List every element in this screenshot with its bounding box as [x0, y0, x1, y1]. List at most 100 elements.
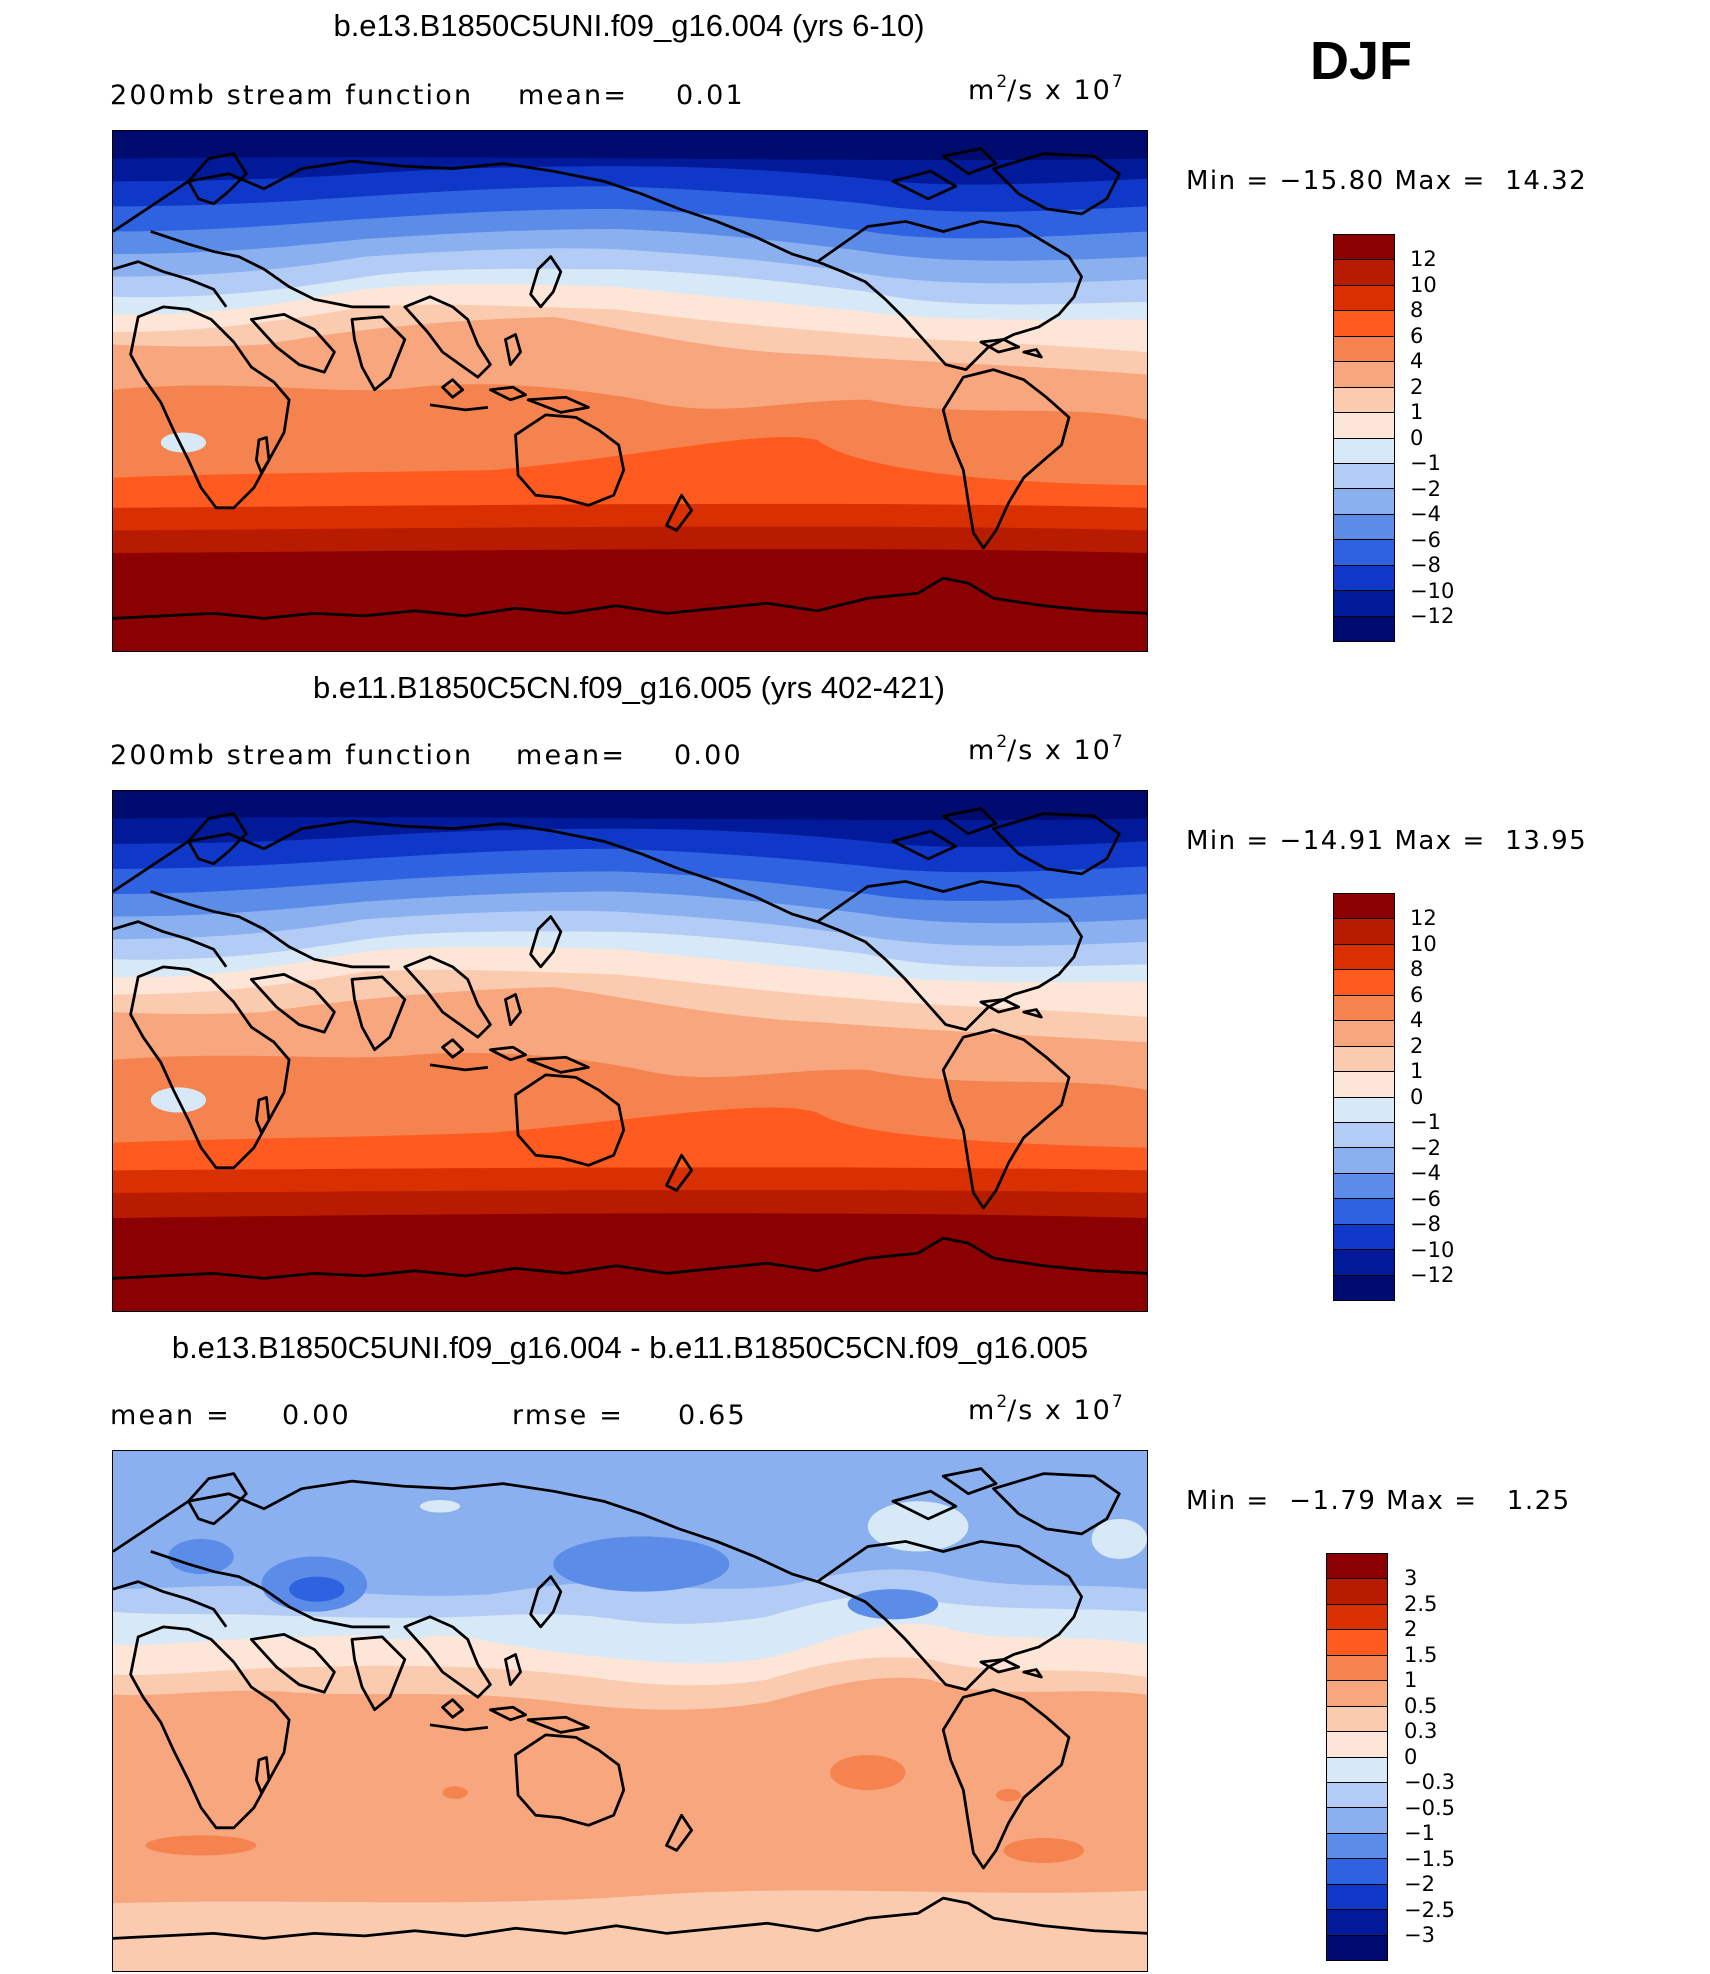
colorbar-tick-label: −2.5	[1404, 1897, 1455, 1922]
colorbar-tick-label: 4	[1410, 1008, 1424, 1032]
colorbar-tick-label: 1	[1410, 1059, 1424, 1083]
colorbar-tick-label: −1.5	[1404, 1846, 1455, 1871]
panel-3-map	[112, 1450, 1148, 1972]
colorbar-swatch	[1334, 1224, 1394, 1251]
colorbar-swatch	[1327, 1604, 1387, 1631]
panel-1-units: m2/s x 107	[968, 72, 1123, 106]
panel-3-colorbar-labels: 3 2.5 2 1.5 1 0.5 0.3 0 −0.3 −0.5 −1 −1.5 −2 −2.5 −3	[1404, 1566, 1455, 1949]
panel-2-mean-value: 0.00	[674, 740, 743, 771]
colorbar-tick-label: 2	[1410, 374, 1424, 399]
colorbar-tick-label: −10	[1410, 578, 1455, 603]
panel-1-variable: 200mb stream function	[110, 80, 474, 111]
colorbar-tick-label: −4	[1410, 502, 1441, 526]
panel-2-variable: 200mb stream function	[110, 740, 474, 771]
colorbar-swatch	[1327, 1884, 1387, 1911]
colorbar-tick-label: −1	[1404, 1821, 1435, 1845]
colorbar-swatch	[1334, 362, 1394, 388]
colorbar-tick-label: 2	[1410, 1033, 1424, 1058]
colorbar-swatch	[1334, 463, 1394, 490]
colorbar-tick-label: −2	[1410, 1135, 1441, 1160]
season-label: DJF	[1310, 31, 1413, 91]
panel-2-map	[112, 790, 1148, 1312]
colorbar-tick-label: 8	[1410, 957, 1424, 981]
panel-2-colorbar-labels: 12 10 8 6 4 2 1 0 −1 −2 −4 −6 −8 −10 −12	[1410, 906, 1454, 1289]
colorbar-swatch	[1327, 1681, 1387, 1707]
colorbar-swatch	[1334, 235, 1394, 261]
colorbar-tick-label: −12	[1410, 604, 1455, 628]
panel-3-rmse-value: 0.65	[678, 1400, 747, 1431]
colorbar-swatch	[1327, 1910, 1387, 1936]
colorbar-swatch	[1327, 1706, 1387, 1733]
panel-3-rmse-label: rmse =	[512, 1400, 625, 1431]
colorbar-tick-label: 0.3	[1404, 1719, 1438, 1743]
colorbar-swatch	[1327, 1782, 1387, 1809]
panel-2-minmax: Min = −14.91 Max = 13.95	[1186, 826, 1588, 856]
colorbar-tick-label: 1	[1404, 1668, 1418, 1692]
colorbar-tick-label: −8	[1410, 1212, 1441, 1236]
colorbar-swatch	[1334, 311, 1394, 337]
colorbar-tick-label: 4	[1410, 349, 1424, 373]
panel-1-mean-label: mean=	[518, 80, 629, 111]
colorbar-swatch	[1334, 260, 1394, 286]
colorbar-tick-label: 0	[1410, 425, 1424, 450]
colorbar-tick-label: −6	[1410, 527, 1441, 552]
colorbar-tick-label: 2.5	[1404, 1591, 1438, 1616]
panel-3-mean-value: 0.00	[282, 1400, 351, 1431]
panel-1-map	[112, 130, 1148, 652]
colorbar-tick-label: 0	[1410, 1084, 1424, 1109]
colorbar-swatch	[1334, 1199, 1394, 1225]
colorbar-swatch	[1327, 1630, 1387, 1656]
colorbar-tick-label: 10	[1410, 931, 1437, 956]
colorbar-tick-label: −4	[1410, 1161, 1441, 1185]
colorbar-swatch	[1334, 970, 1394, 996]
colorbar-swatch	[1334, 1021, 1394, 1047]
panel-2-mean-label: mean=	[516, 740, 627, 771]
colorbar-swatch	[1334, 894, 1394, 920]
colorbar-swatch	[1334, 540, 1394, 566]
panel-1-minmax: Min = −15.80 Max = 14.32	[1186, 166, 1588, 196]
colorbar-swatch	[1334, 919, 1394, 945]
panel-2-units: m2/s x 107	[968, 732, 1123, 766]
colorbar-swatch	[1334, 1097, 1394, 1123]
colorbar-tick-label: −0.5	[1404, 1795, 1455, 1820]
panel-3-colorbar	[1326, 1553, 1388, 1961]
colorbar-swatch	[1334, 514, 1394, 541]
colorbar-tick-label: 1.5	[1404, 1642, 1438, 1667]
colorbar-tick-label: 12	[1410, 247, 1437, 271]
colorbar-swatch	[1334, 1046, 1394, 1073]
colorbar-swatch	[1334, 1072, 1394, 1098]
panel-1-colorbar-labels: 12 10 8 6 4 2 1 0 −1 −2 −4 −6 −8 −10 −12	[1410, 247, 1454, 630]
colorbar-tick-label: 0.5	[1404, 1693, 1438, 1718]
colorbar-swatch	[1327, 1935, 1387, 1960]
colorbar-swatch	[1327, 1579, 1387, 1605]
colorbar-swatch	[1334, 944, 1394, 971]
colorbar-swatch	[1327, 1655, 1387, 1682]
colorbar-swatch	[1327, 1732, 1387, 1758]
colorbar-tick-label: −8	[1410, 553, 1441, 577]
colorbar-tick-label: 2	[1404, 1617, 1418, 1641]
colorbar-swatch	[1327, 1757, 1387, 1783]
colorbar-swatch	[1334, 413, 1394, 439]
colorbar-tick-label: −2	[1410, 476, 1441, 501]
colorbar-swatch	[1334, 1122, 1394, 1149]
colorbar-tick-label: 6	[1410, 323, 1424, 348]
colorbar-tick-label: 3	[1404, 1566, 1418, 1590]
colorbar-tick-label: 8	[1410, 298, 1424, 322]
panel-3-title: b.e13.B1850C5UNI.f09_g16.004 - b.e11.B18…	[171, 1330, 1089, 1365]
colorbar-swatch	[1334, 616, 1394, 641]
colorbar-swatch	[1334, 995, 1394, 1022]
colorbar-swatch	[1334, 489, 1394, 515]
colorbar-tick-label: −1	[1410, 1110, 1441, 1134]
panel-2-title: b.e11.B1850C5CN.f09_g16.005 (yrs 402-421…	[313, 670, 945, 705]
colorbar-tick-label: −10	[1410, 1237, 1455, 1262]
colorbar-swatch	[1334, 1275, 1394, 1300]
panel-3-minmax: Min = −1.79 Max = 1.25	[1186, 1486, 1571, 1516]
colorbar-swatch	[1334, 1173, 1394, 1200]
colorbar-tick-label: −2	[1404, 1872, 1435, 1896]
colorbar-tick-label: −1	[1410, 451, 1441, 475]
colorbar-tick-label: 0	[1404, 1744, 1418, 1769]
colorbar-tick-label: −3	[1404, 1923, 1435, 1947]
colorbar-swatch	[1334, 438, 1394, 464]
colorbar-tick-label: 6	[1410, 982, 1424, 1007]
colorbar-tick-label: 12	[1410, 906, 1437, 930]
